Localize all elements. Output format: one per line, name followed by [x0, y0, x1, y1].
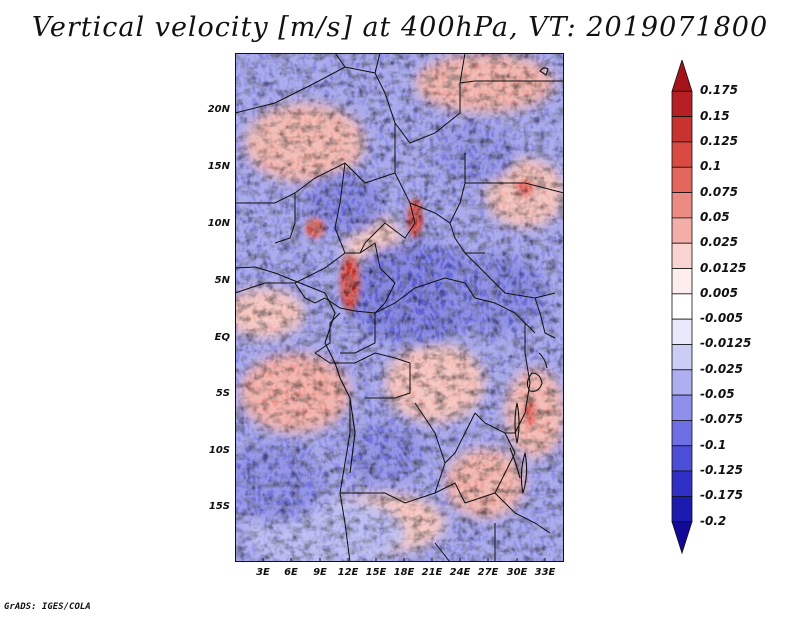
lon-label: 27E: [477, 567, 499, 578]
colorbar-label: 0.005: [700, 285, 738, 300]
colorbar-swatch: [671, 242, 693, 269]
colorbar-label: 0.05: [700, 209, 730, 224]
lat-label: 5N: [214, 275, 230, 286]
colorbar-swatch: [671, 217, 693, 244]
colorbar-swatch: [671, 318, 693, 345]
lon-label: 24E: [449, 567, 471, 578]
colorbar-label: -0.1: [700, 437, 727, 452]
colorbar-label: -0.2: [700, 513, 727, 528]
lon-label: 12E: [337, 567, 359, 578]
colorbar-swatch: [671, 116, 693, 143]
colorbar-swatch: [671, 394, 693, 421]
lon-label: 18E: [393, 567, 415, 578]
colorbar-swatch: [671, 344, 693, 371]
field-texture-2: [235, 53, 564, 562]
chart-title: Vertical velocity [m/s] at 400hPa, VT: 2…: [31, 12, 769, 43]
colorbar-swatch: [671, 141, 693, 168]
colorbar-swatch: [671, 192, 693, 219]
velocity-map: [235, 53, 564, 562]
colorbar-swatch: [671, 369, 693, 396]
colorbar-label: 0.0125: [700, 260, 747, 275]
lon-label: 33E: [534, 567, 556, 578]
colorbar: [671, 60, 693, 555]
axis-ticks: [262, 558, 546, 562]
colorbar-swatch: [671, 60, 693, 92]
lon-label: 3E: [256, 567, 270, 578]
colorbar-swatch: [671, 293, 693, 320]
colorbar-swatch: [671, 268, 693, 295]
lon-label: 21E: [421, 567, 443, 578]
lat-label: 5S: [215, 388, 230, 399]
lat-label: 15N: [207, 161, 230, 172]
colorbar-label: -0.175: [700, 488, 743, 503]
colorbar-swatch: [671, 90, 693, 118]
lon-label: 15E: [365, 567, 387, 578]
colorbar-label: 0.175: [700, 83, 738, 98]
coastlines-lakes: [235, 67, 549, 494]
colorbar-swatch: [671, 470, 693, 497]
lat-label: 15S: [208, 501, 230, 512]
lat-label: 10N: [207, 218, 230, 229]
colorbar-swatch: [671, 420, 693, 447]
colorbar-label: 0.1: [700, 159, 722, 174]
colorbar-swatch: [671, 521, 693, 555]
colorbar-label: -0.125: [700, 463, 743, 478]
colorbar-label: -0.05: [700, 387, 735, 402]
map-frame: [235, 53, 564, 562]
colorbar-label: 0.075: [700, 184, 738, 199]
colorbar-label: -0.075: [700, 412, 743, 427]
colorbar-label: -0.025: [700, 361, 743, 376]
lon-label: 6E: [284, 567, 298, 578]
lon-label: 30E: [506, 567, 528, 578]
country-borders: [235, 53, 564, 562]
colorbar-label: 0.025: [700, 235, 738, 250]
lat-label: EQ: [214, 332, 230, 343]
lat-label: 10S: [208, 445, 230, 456]
colorbar-label: 0.15: [700, 108, 730, 123]
lat-label: 20N: [207, 104, 230, 115]
colorbar-label: -0.0125: [700, 336, 752, 351]
grads-credit: GrADS: IGES/COLA: [4, 602, 91, 612]
colorbar-label: 0.125: [700, 133, 738, 148]
colorbar-swatch: [671, 166, 693, 193]
colorbar-label: -0.005: [700, 311, 743, 326]
colorbar-swatch: [671, 445, 693, 472]
colorbar-swatch: [671, 495, 693, 523]
lon-label: 9E: [313, 567, 327, 578]
